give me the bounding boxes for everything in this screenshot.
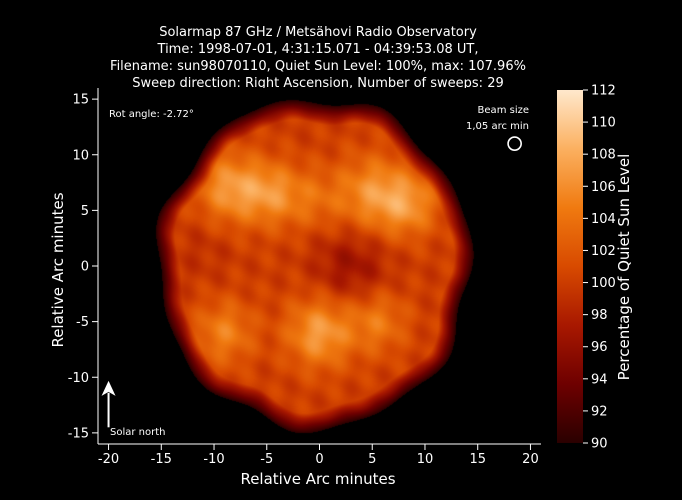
colorbar-label: Percentage of Quiet Sun Level xyxy=(615,154,633,381)
y-tick-label: -5 xyxy=(76,315,89,330)
x-tick-label: 15 xyxy=(469,452,486,467)
x-tick-label: 0 xyxy=(315,452,323,467)
colorbar-tick-label: 92 xyxy=(591,404,608,419)
x-tick-label: -5 xyxy=(260,452,273,467)
y-tick-label: 0 xyxy=(81,260,89,275)
colorbar-tick-label: 106 xyxy=(591,180,616,195)
y-tick-label: -15 xyxy=(68,426,89,441)
colorbar-scale xyxy=(557,90,583,443)
colorbar-tick-label: 90 xyxy=(591,437,608,452)
colorbar-tick-label: 108 xyxy=(591,148,616,163)
y-tick-label: 15 xyxy=(72,93,89,108)
x-tick-label: 10 xyxy=(417,452,434,467)
title-line-3: Filename: sun98070110, Quiet Sun Level: … xyxy=(110,59,526,74)
x-tick-label: 20 xyxy=(522,452,539,467)
y-tick-label: 10 xyxy=(72,148,89,163)
colorbar-tick-label: 102 xyxy=(591,244,616,259)
colorbar-tick-label: 94 xyxy=(591,372,608,387)
colorbar-tick-label: 110 xyxy=(591,116,616,131)
x-tick-label: -10 xyxy=(203,452,224,467)
chart-title: Solarmap 87 GHz / Metsähovi Radio Observ… xyxy=(110,25,526,91)
colorbar-tick-label: 104 xyxy=(591,212,616,227)
title-line-2: Time: 1998-07-01, 4:31:15.071 - 04:39:53… xyxy=(157,42,479,57)
x-tick-label: 5 xyxy=(368,452,376,467)
y-ticks: -15 -10 -5 0 5 10 15 xyxy=(68,93,98,441)
x-axis-label: Relative Arc minutes xyxy=(240,470,395,488)
y-tick-label: 5 xyxy=(81,204,89,219)
colorbar-tick-label: 98 xyxy=(591,308,608,323)
beam-size-label-line1: Beam size xyxy=(478,105,529,116)
colorbar: 90 92 94 96 98 100 102 104 106 108 110 112 Percenta… xyxy=(557,84,633,452)
title-line-4: Sweep direction: Right Ascension, Number… xyxy=(132,76,504,91)
x-tick-label: -15 xyxy=(151,452,172,467)
colorbar-tick-label: 100 xyxy=(591,276,616,291)
x-tick-label: -20 xyxy=(98,452,119,467)
title-line-1: Solarmap 87 GHz / Metsähovi Radio Observ… xyxy=(159,25,477,40)
y-axis-label: Relative Arc minutes xyxy=(49,192,67,347)
plot-axes: -20 -15 -10 -5 0 5 10 15 20 -15 -10 -5 0 5 10 15 xyxy=(68,88,541,467)
solar-disk-heatmap xyxy=(98,88,541,444)
solar-north-arrow-icon xyxy=(101,380,116,428)
x-ticks: -20 -15 -10 -5 0 5 10 15 20 xyxy=(98,444,539,467)
y-tick-label: -10 xyxy=(68,371,89,386)
colorbar-tick-label: 96 xyxy=(591,340,608,355)
beam-size-label-line2: 1,05 arc min xyxy=(466,121,529,132)
beam-size-circle xyxy=(507,136,522,151)
colorbar-ticks: 90 92 94 96 98 100 102 104 106 108 110 112 xyxy=(583,84,616,452)
solar-north-label: Solar north xyxy=(110,427,166,438)
rot-angle-label: Rot angle: -2.72° xyxy=(109,109,194,120)
colorbar-tick-label: 112 xyxy=(591,84,616,99)
